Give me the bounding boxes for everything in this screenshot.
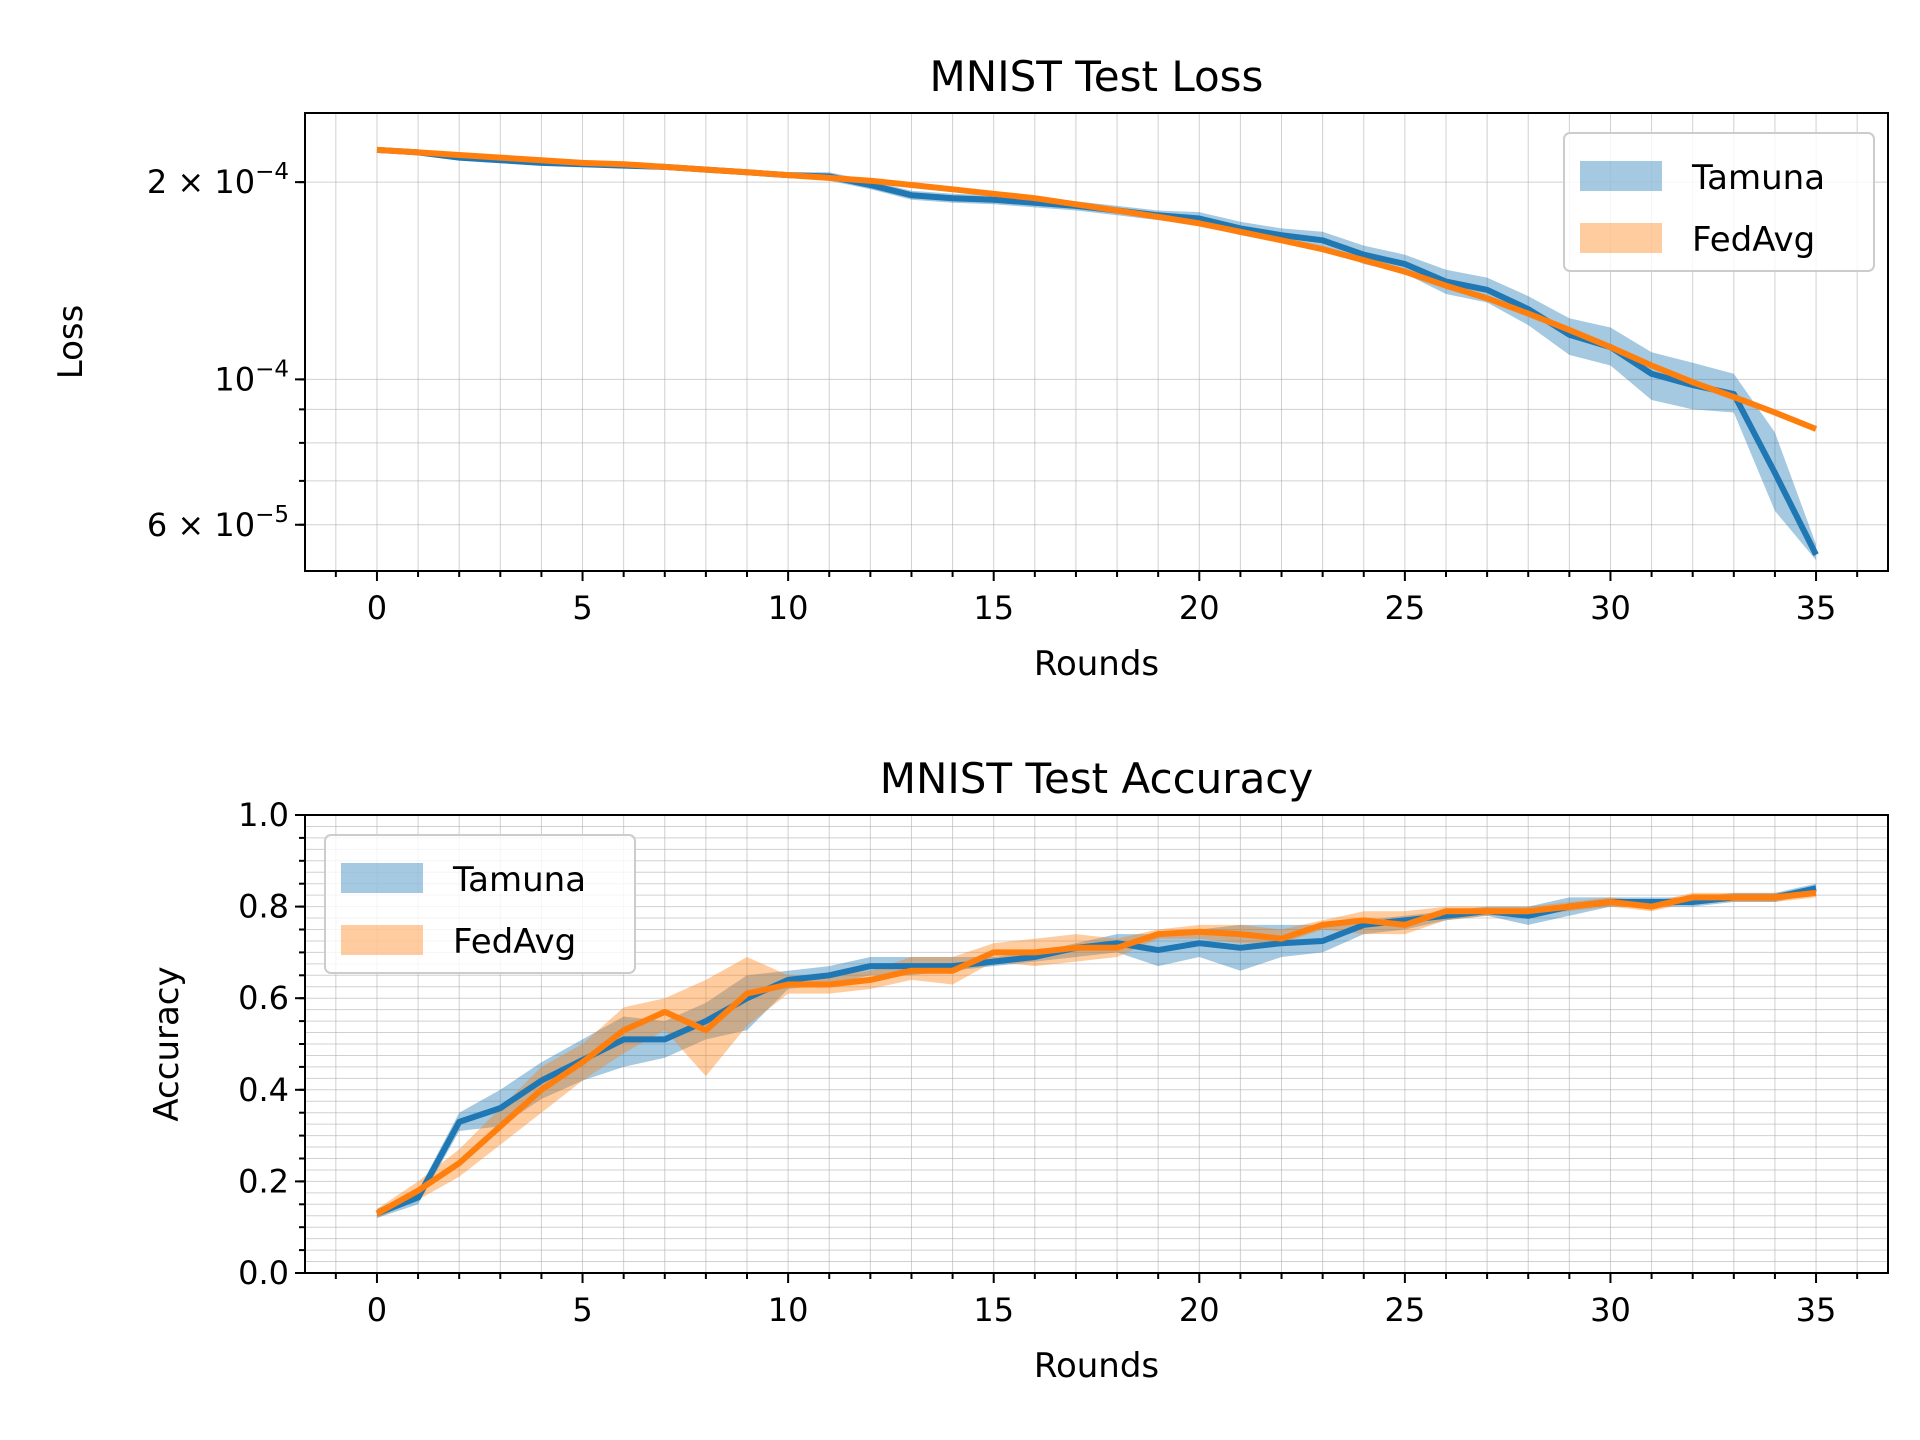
y-tick-label: 0.2 <box>238 1162 289 1200</box>
x-tick-label: 5 <box>572 589 592 627</box>
loss-legend: Tamuna FedAvg <box>1563 132 1875 272</box>
accuracy-ticks: 0 5 10 15 20 25 30 35 0.0 0.2 0.4 0.6 0.8 1.0 <box>238 796 1859 1329</box>
loss-lines <box>376 146 1819 557</box>
loss-axes-frame <box>304 112 1889 572</box>
y-tick-label: 1.0 <box>238 796 289 834</box>
loss-chart-title: MNIST Test Loss <box>930 52 1264 101</box>
x-tick-label: 35 <box>1796 589 1837 627</box>
accuracy-chart-title: MNIST Test Accuracy <box>880 754 1314 803</box>
tamuna-legend-swatch <box>341 863 423 893</box>
tamuna-legend-swatch <box>1580 161 1662 191</box>
loss-y-axis-label: Loss <box>51 305 91 380</box>
accuracy-legend: Tamuna FedAvg <box>324 834 636 974</box>
y-tick-label: 0.0 <box>238 1254 289 1292</box>
fedavg-confidence-band <box>377 888 1816 1218</box>
y-tick-label: 0.6 <box>238 979 289 1017</box>
fedavg-series-line <box>376 146 1818 432</box>
accuracy-lines <box>375 885 1817 1217</box>
loss-x-axis-label: Rounds <box>1034 644 1159 684</box>
x-tick-label: 15 <box>973 589 1014 627</box>
accuracy-x-axis-label: Rounds <box>1034 1346 1159 1386</box>
legend-box <box>1563 132 1875 272</box>
y-tick-label: 6 × 10−5 <box>147 502 289 544</box>
x-tick-label: 30 <box>1590 1291 1631 1329</box>
x-tick-label: 10 <box>768 589 809 627</box>
y-tick-label: 10−4 <box>214 356 289 398</box>
loss-subplot: 0 5 10 15 20 25 30 352 × 10−410−46 × 10−5 MNIST… <box>51 52 1889 684</box>
y-tick-exponent: −4 <box>255 159 289 185</box>
y-tick-base: 6 × 10 <box>147 506 255 544</box>
y-tick-exponent: −4 <box>255 356 289 382</box>
x-tick-label: 15 <box>973 1291 1014 1329</box>
x-tick-label: 0 <box>367 589 387 627</box>
x-tick-label: 5 <box>572 1291 592 1329</box>
accuracy-y-axis-label: Accuracy <box>147 966 187 1121</box>
x-tick-label: 20 <box>1179 589 1220 627</box>
x-tick-label: 0 <box>367 1291 387 1329</box>
tamuna-legend-label: Tamuna <box>1691 158 1825 198</box>
y-tick-label: 0.4 <box>238 1071 289 1109</box>
x-tick-label: 30 <box>1590 589 1631 627</box>
y-tick-base: 2 × 10 <box>147 163 255 201</box>
y-tick-exponent: −5 <box>255 502 289 528</box>
y-tick-label: 2 × 10−4 <box>147 159 289 201</box>
fedavg-series-line <box>375 889 1817 1217</box>
y-tick-label: 0.8 <box>238 888 289 926</box>
accuracy-subplot: 0 5 10 15 20 25 30 35 0.0 0.2 0.4 0.6 0.8 1.0 MNIST T… <box>147 754 1889 1386</box>
x-tick-label: 35 <box>1796 1291 1837 1329</box>
x-tick-label: 10 <box>768 1291 809 1329</box>
x-tick-label: 25 <box>1385 589 1426 627</box>
legend-box <box>324 834 636 974</box>
fedavg-legend-swatch <box>1580 223 1662 253</box>
loss-ticks: 0 5 10 15 20 25 30 352 × 10−410−46 × 10−5 <box>147 159 1859 627</box>
x-tick-label: 20 <box>1179 1291 1220 1329</box>
fedavg-legend-label: FedAvg <box>1692 220 1815 260</box>
fedavg-legend-label: FedAvg <box>453 922 576 962</box>
x-tick-label: 25 <box>1385 1291 1426 1329</box>
y-tick-base: 10 <box>214 360 255 398</box>
fedavg-legend-swatch <box>341 925 423 955</box>
tamuna-legend-label: Tamuna <box>452 860 586 900</box>
